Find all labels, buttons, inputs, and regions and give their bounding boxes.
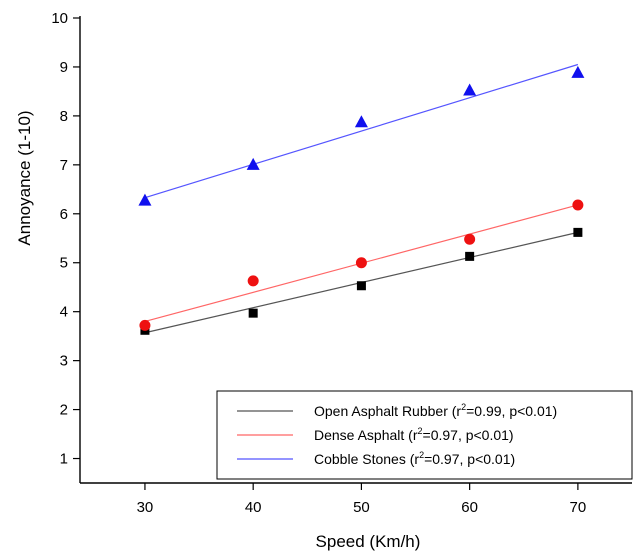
y-tick-label: 6: [60, 206, 68, 223]
x-tick-label: 60: [461, 499, 478, 516]
data-point-square: [248, 308, 258, 318]
data-point-triangle: [354, 115, 368, 128]
y-tick-label: 2: [60, 402, 68, 419]
data-point-circle: [464, 233, 476, 245]
x-tick-label: 40: [245, 499, 262, 516]
data-point-triangle: [571, 65, 585, 78]
x-tick-label: 50: [353, 499, 370, 516]
data-point-circle: [139, 319, 151, 331]
y-tick-label: 10: [51, 10, 68, 27]
legend-entry: Dense Asphalt (r2=0.97, p<0.01): [314, 426, 514, 443]
legend-entry: Cobble Stones (r2=0.97, p<0.01): [314, 450, 515, 467]
y-tick-label: 9: [60, 59, 68, 76]
data-point-square: [573, 227, 583, 237]
y-tick-label: 3: [60, 353, 68, 370]
x-tick-label: 30: [137, 499, 154, 516]
data-point-triangle: [463, 83, 477, 96]
legend: Open Asphalt Rubber (r2=0.99, p<0.01) Den…: [216, 390, 633, 480]
y-tick-label: 5: [60, 255, 68, 272]
data-markers: [138, 65, 585, 335]
axes: 1 2 3 4 5 6 7 8 9 10 30 40 50 60 70: [51, 10, 632, 516]
y-tick-label: 8: [60, 108, 68, 125]
fit-line-3: [144, 63, 579, 199]
data-point-square: [465, 251, 475, 261]
y-tick-label: 4: [60, 304, 68, 321]
y-tick-label: 1: [60, 451, 68, 468]
data-point-triangle: [246, 157, 260, 170]
x-tick-label: 70: [570, 499, 587, 516]
data-point-circle: [572, 199, 584, 211]
data-point-circle: [247, 275, 259, 287]
data-point-circle: [355, 257, 367, 269]
y-axis-label: Annoyance (1-10): [15, 110, 34, 245]
y-tick-label: 7: [60, 157, 68, 174]
legend-entry: Open Asphalt Rubber (r2=0.99, p<0.01): [314, 402, 557, 419]
x-axis-label: Speed (Km/h): [316, 532, 421, 551]
data-point-square: [356, 281, 366, 291]
data-point-triangle: [138, 193, 152, 206]
fit-lines: [144, 63, 579, 334]
